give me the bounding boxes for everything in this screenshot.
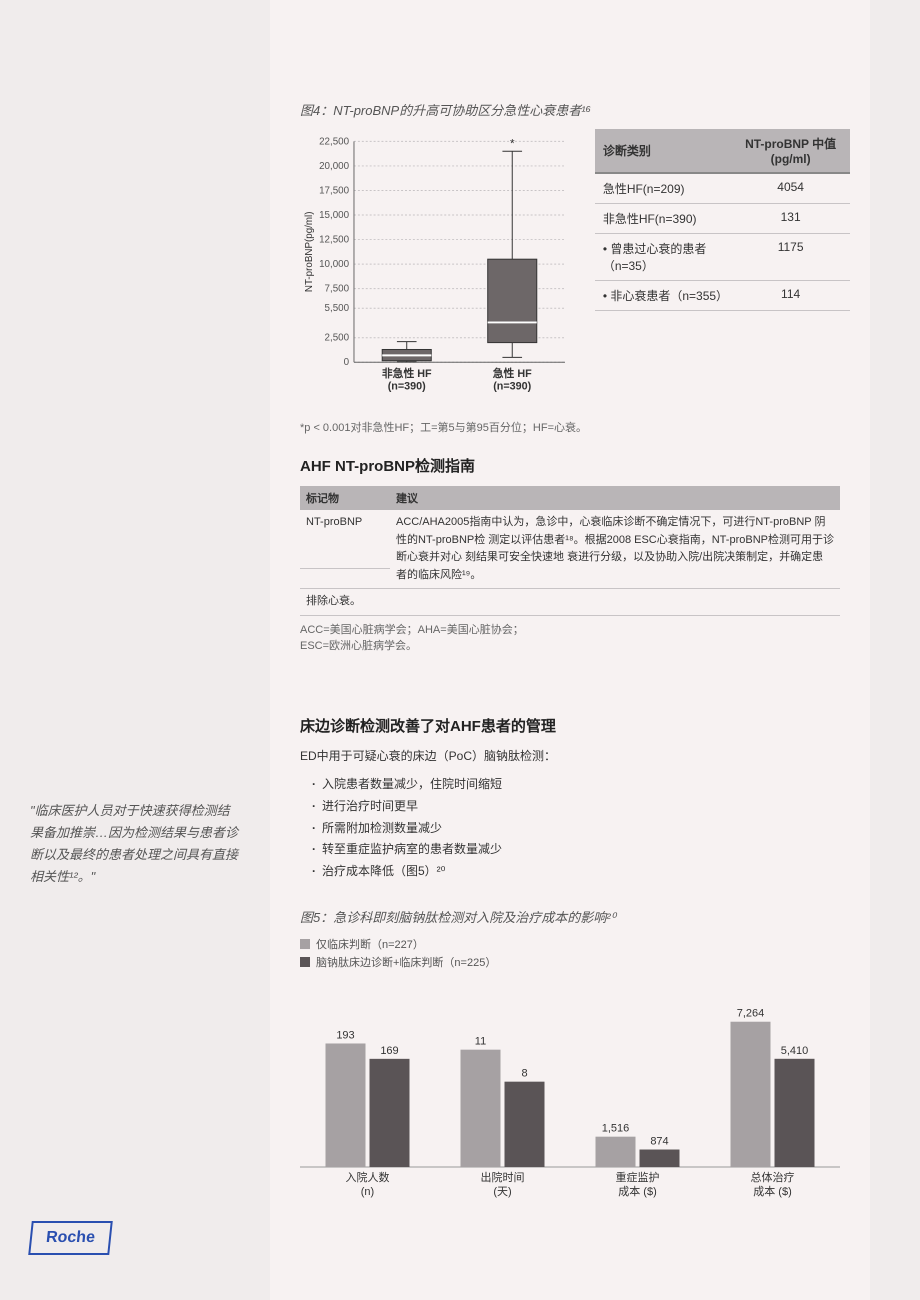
figure4-footnote: *p < 0.001对非急性HF；工=第5与第95百分位；HF=心衰。 (300, 419, 850, 435)
poc-bullets: 入院患者数量减少，住院时间缩短进行治疗时间更早所需附加检测数量减少转至重症监护病… (300, 774, 850, 882)
figure5-title: 图5：急诊科即刻脑钠肽检测对入院及治疗成本的影响²⁰ (300, 907, 850, 926)
svg-text:7,500: 7,500 (325, 284, 350, 295)
svg-text:2,500: 2,500 (325, 333, 350, 344)
figure4-title: 图4：NT-proBNP的升高可协助区分急性心衰患者¹⁶ (300, 100, 850, 119)
svg-text:22,500: 22,500 (319, 136, 350, 147)
svg-text:15,000: 15,000 (319, 210, 350, 221)
guidelines-heading: AHF NT-proBNP检测指南 (300, 455, 850, 476)
svg-text:*: * (510, 137, 515, 150)
svg-text:(n): (n) (361, 1186, 374, 1198)
legend-item: 仅临床判断（n=227） (300, 936, 850, 952)
svg-text:20,000: 20,000 (319, 161, 350, 172)
poc-bullet-item: 进行治疗时间更早 (312, 796, 850, 818)
svg-text:(n=390): (n=390) (493, 381, 531, 393)
poc-bullet-item: 入院患者数量减少，住院时间缩短 (312, 774, 850, 796)
svg-text:1,516: 1,516 (602, 1123, 630, 1135)
roche-logo: Roche (28, 1221, 112, 1255)
svg-text:5,500: 5,500 (325, 303, 350, 314)
svg-text:急性 HF: 急性 HF (493, 367, 532, 380)
svg-text:重症监护: 重症监护 (616, 1170, 660, 1184)
figure5-legend: 仅临床判断（n=227） 脑钠肽床边诊断+临床判断（n=225） (300, 936, 850, 970)
figure4-boxplot: 0 2,500 5,500 7,500 10,000 12,500 15,000 17,500… (300, 129, 575, 409)
svg-text:(天): (天) (493, 1186, 511, 1198)
svg-text:12,500: 12,500 (319, 235, 350, 246)
svg-text:17,500: 17,500 (319, 185, 350, 196)
poc-bullet-item: 转至重症监护病室的患者数量减少 (312, 839, 850, 861)
svg-text:193: 193 (336, 1030, 354, 1042)
svg-text:成本 ($): 成本 ($) (618, 1184, 657, 1198)
svg-text:5,410: 5,410 (781, 1045, 809, 1057)
poc-intro: ED中用于可疑心衰的床边（PoC）脑钠肽检测： (300, 746, 850, 766)
svg-text:169: 169 (380, 1045, 398, 1057)
svg-text:11: 11 (475, 1036, 486, 1048)
poc-heading: 床边诊断检测改善了对AHF患者的管理 (300, 715, 850, 736)
svg-text:7,264: 7,264 (737, 1008, 765, 1020)
main-content: 图4：NT-proBNP的升高可协助区分急性心衰患者¹⁶ 0 2,500 5,500… (270, 0, 870, 1300)
svg-text:(n=390): (n=390) (388, 381, 426, 393)
svg-text:8: 8 (521, 1068, 527, 1080)
guidelines-abbr: ACC=美国心脏病学会；AHA=美国心脏协会；ESC=欧洲心脏病学会。 (300, 622, 850, 655)
svg-text:NT-proBNP(pg/ml): NT-proBNP(pg/ml) (304, 212, 315, 293)
figure4-diagnosis-table: 诊断类别NT-proBNP 中值 (pg/ml)急性HF(n=209)4054非… (595, 129, 850, 311)
svg-text:非急性 HF: 非急性 HF (382, 367, 432, 380)
svg-text:出院时间: 出院时间 (481, 1170, 525, 1184)
logo-container: Roche (30, 1221, 111, 1255)
svg-text:0: 0 (344, 357, 350, 368)
svg-text:入院人数: 入院人数 (346, 1170, 390, 1184)
svg-text:874: 874 (650, 1136, 668, 1148)
guidelines-table: 标记物建议NT-proBNPACC/AHA2005指南中认为，急诊中，心衰临床诊… (300, 486, 840, 616)
sidebar-quote: "临床医护人员对于快速获得检测结果备加推崇…因为检测结果与患者诊断以及最终的患者… (30, 800, 240, 888)
legend-item: 脑钠肽床边诊断+临床判断（n=225） (300, 954, 850, 970)
poc-bullet-item: 所需附加检测数量减少 (312, 818, 850, 840)
svg-text:10,000: 10,000 (319, 259, 350, 270)
svg-text:成本 ($): 成本 ($) (753, 1184, 792, 1198)
figure5-barchart: 193169入院人数(n)118出院时间(天)1,516874重症监护成本 ($… (300, 982, 840, 1202)
figure4-wrap: 0 2,500 5,500 7,500 10,000 12,500 15,000 17,500… (300, 129, 850, 409)
poc-bullet-item: 治疗成本降低（图5）²⁰ (312, 861, 850, 883)
svg-text:总体治疗: 总体治疗 (751, 1170, 795, 1184)
